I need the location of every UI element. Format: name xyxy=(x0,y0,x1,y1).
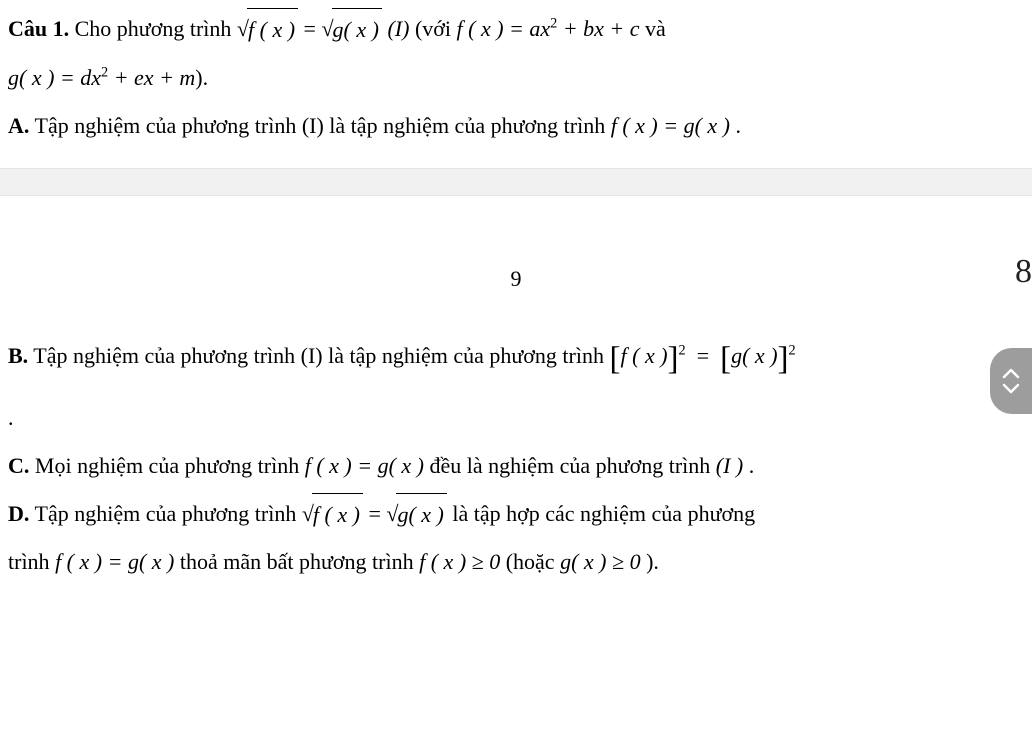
option-A: A. Tập nghiệm của phương trình (I) là tậ… xyxy=(8,105,1024,147)
option-D-text2: là tập hợp các nghiệm của phương xyxy=(452,501,755,526)
option-C-tail: . xyxy=(749,453,755,478)
option-D-label: D. xyxy=(8,501,29,526)
question-label: Câu 1. xyxy=(8,16,69,41)
g-def: g( x ) = dx2 + ex + m xyxy=(8,65,195,90)
intro-text-1: Cho phương trình xyxy=(75,16,237,41)
sqrt-fx: √f ( x ) xyxy=(237,8,298,51)
chevron-down-icon xyxy=(1002,383,1020,395)
chevron-up-icon xyxy=(1002,367,1020,379)
nav-pill[interactable] xyxy=(990,348,1032,414)
page-divider xyxy=(0,168,1032,196)
option-C-eq1: f ( x ) = g( x ) xyxy=(305,453,424,478)
page-number-middle: 9 xyxy=(0,266,1032,292)
option-A-label: A. xyxy=(8,113,29,138)
sqrt-gx: √g( x ) xyxy=(321,8,382,51)
option-D-paren-end: ). xyxy=(646,549,659,574)
option-B-eq: [f ( x )]2 = [g( x )]2 xyxy=(610,343,796,368)
option-A-eq: f ( x ) = g( x ) xyxy=(611,113,730,138)
option-D-eq1: f ( x ) = g( x ) xyxy=(55,549,174,574)
option-C-text1: Mọi nghiệm của phương trình xyxy=(35,453,305,478)
eq-tag: (I) xyxy=(387,16,409,41)
option-B-label: B. xyxy=(8,343,28,368)
lower-page-section: B. Tập nghiệm của phương trình (I) là tậ… xyxy=(0,328,1032,597)
option-B-dot: . xyxy=(8,397,1024,439)
option-D-text1: Tập nghiệm của phương trình xyxy=(35,501,302,526)
option-A-text: Tập nghiệm của phương trình (I) là tập n… xyxy=(35,113,611,138)
option-D-sqrt-r: √g( x ) xyxy=(386,493,447,536)
option-D-paren-mid: (hoặc xyxy=(506,549,560,574)
option-B: B. Tập nghiệm của phương trình (I) là tậ… xyxy=(8,328,1024,391)
f-def: f ( x ) = ax2 + bx + c xyxy=(457,16,640,41)
option-D-sqrt-l: √f ( x ) xyxy=(302,493,363,536)
option-A-tail: . xyxy=(736,113,742,138)
question-line-1: Câu 1. Cho phương trình √f ( x ) = √g( x… xyxy=(8,8,1024,51)
option-B-text: Tập nghiệm của phương trình (I) là tập n… xyxy=(33,343,609,368)
option-D-line2b: thoả mãn bất phương trình xyxy=(180,549,419,574)
option-C-text2: đều là nghiệm của phương trình xyxy=(430,453,716,478)
option-D-eq2: f ( x ) ≥ 0 xyxy=(419,549,500,574)
option-C-label: C. xyxy=(8,453,29,478)
intro-text-3: và xyxy=(645,16,666,41)
option-D-line2: trình f ( x ) = g( x ) thoả mãn bất phươ… xyxy=(8,541,1024,583)
page-number-partial: 8 xyxy=(1015,253,1032,291)
upper-page-section: Câu 1. Cho phương trình √f ( x ) = √g( x… xyxy=(0,0,1032,146)
option-D-eq3: g( x ) ≥ 0 xyxy=(560,549,641,574)
option-D-line2a: trình xyxy=(8,549,55,574)
intro-text-2: (với xyxy=(415,16,457,41)
option-C: C. Mọi nghiệm của phương trình f ( x ) =… xyxy=(8,445,1024,487)
option-C-tag: (I ) xyxy=(716,453,743,478)
option-D-line1: D. Tập nghiệm của phương trình √f ( x ) … xyxy=(8,493,1024,536)
question-line-2: g( x ) = dx2 + ex + m). xyxy=(8,57,1024,99)
